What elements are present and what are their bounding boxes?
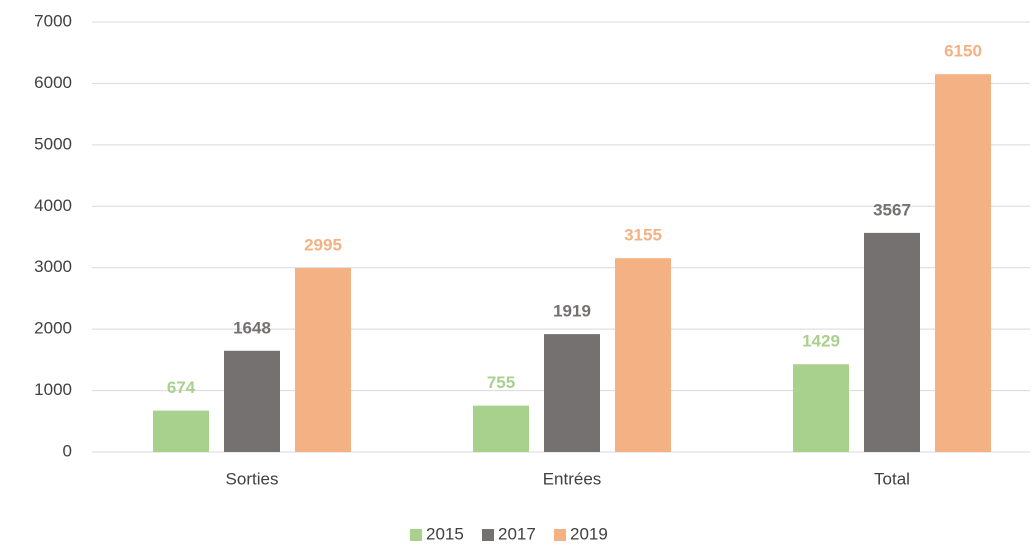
legend-swatch [554,529,566,541]
x-tick-label: Total [874,469,910,488]
legend-swatch [482,529,494,541]
bar [295,268,351,452]
bar [864,232,920,452]
data-label: 3155 [624,226,662,245]
legend-swatch [410,529,422,541]
data-label: 6150 [944,42,982,61]
y-tick-label: 7000 [34,11,72,30]
x-tick-label: Entrées [543,469,602,488]
data-label: 1919 [553,302,591,321]
y-tick-label: 0 [63,441,72,460]
legend-label: 2015 [426,524,464,543]
legend-label: 2019 [570,524,608,543]
bar [544,334,600,452]
data-label: 2995 [304,236,342,255]
data-label: 755 [487,373,515,392]
x-tick-label: Sorties [226,469,279,488]
bar [935,74,991,452]
y-tick-label: 4000 [34,196,72,215]
y-tick-label: 5000 [34,134,72,153]
bar [224,350,280,452]
bar [615,258,671,452]
data-label: 1648 [233,318,271,337]
bar [153,410,209,452]
y-tick-label: 3000 [34,257,72,276]
data-label: 674 [167,378,196,397]
data-label: 3567 [873,200,911,219]
bar [793,364,849,452]
y-tick-label: 6000 [34,73,72,92]
legend-label: 2017 [498,524,536,543]
y-tick-label: 2000 [34,319,72,338]
data-label: 1429 [802,332,840,351]
y-tick-label: 1000 [34,380,72,399]
bar [473,405,529,452]
